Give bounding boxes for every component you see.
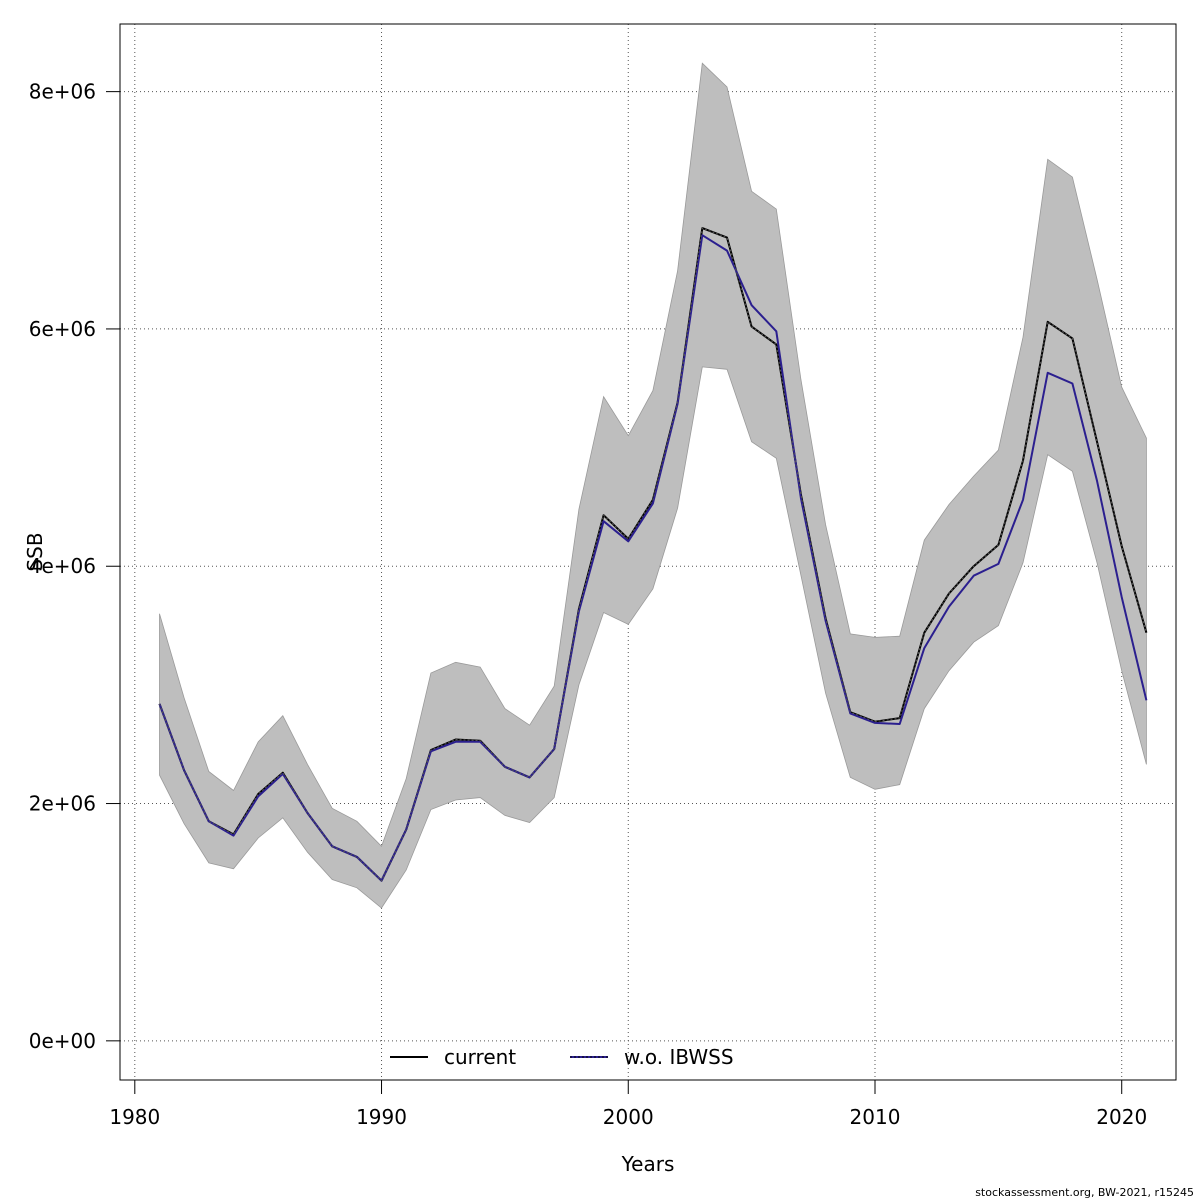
legend: current w.o. IBWSS (390, 1045, 734, 1069)
confidence-band (159, 62, 1147, 909)
confidence-band-layer (159, 62, 1147, 909)
x-tick-label: 2010 (850, 1105, 901, 1129)
x-tick-label: 1990 (356, 1105, 407, 1129)
y-tick-label: 4e+06 (29, 554, 96, 578)
series-line-current-dashed (159, 227, 1147, 882)
footer-credit: stockassessment.org, BW-2021, r15245 (975, 1186, 1194, 1199)
x-tick-label: 1980 (109, 1105, 160, 1129)
legend-label-wo-ibwss: w.o. IBWSS (624, 1045, 734, 1069)
legend-label-current: current (444, 1045, 516, 1069)
plot-frame (119, 23, 1177, 1081)
y-tick-label: 6e+06 (29, 317, 96, 341)
y-tick-label: 0e+00 (29, 1029, 96, 1053)
x-axis-label: Years (621, 1152, 675, 1176)
series-line-wo-ibwss (158, 234, 1148, 882)
y-tick-label: 8e+06 (29, 80, 96, 104)
series-lines-layer (158, 227, 1148, 882)
y-tick-label: 2e+06 (29, 792, 96, 816)
y-axis-label: SSB (23, 532, 47, 571)
axes: 1980 1990 2000 2010 2020 0e+00 2e+06 4e+06 6e+06… (29, 80, 1147, 1129)
x-tick-label: 2000 (603, 1105, 654, 1129)
x-tick-label: 2020 (1096, 1105, 1147, 1129)
